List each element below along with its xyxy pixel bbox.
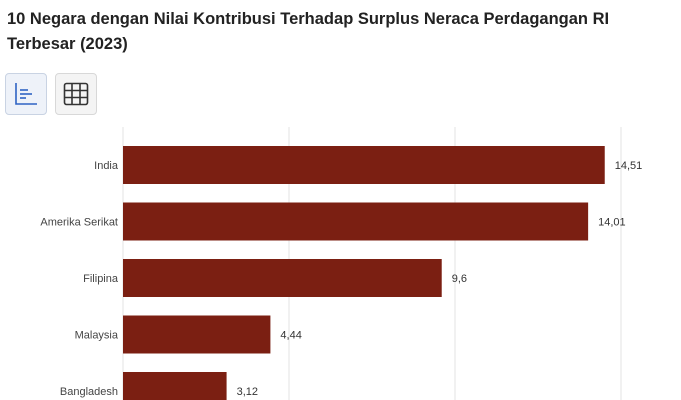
data-label: 14,01 bbox=[598, 217, 626, 229]
data-label: 14,51 bbox=[615, 160, 643, 172]
category-label: Amerika Serikat bbox=[40, 217, 118, 229]
chart-view-button[interactable] bbox=[5, 73, 47, 115]
bar[interactable] bbox=[123, 202, 589, 241]
chart-title: 10 Negara dengan Nilai Kontribusi Terhad… bbox=[7, 10, 610, 53]
value-labels: 14,51 14,01 9,6 4,44 3,12 bbox=[237, 160, 643, 398]
view-toolbar bbox=[5, 73, 97, 115]
bar-chart-icon bbox=[15, 83, 37, 105]
category-label: Bangladesh bbox=[60, 386, 118, 398]
data-label: 4,44 bbox=[280, 330, 301, 342]
bar[interactable] bbox=[123, 146, 605, 184]
bar[interactable] bbox=[123, 259, 442, 297]
category-labels: India Amerika Serikat Filipina Malaysia Bang… bbox=[40, 160, 119, 398]
bar[interactable] bbox=[123, 315, 271, 354]
category-label: Malaysia bbox=[75, 330, 119, 342]
category-label: Filipina bbox=[83, 273, 119, 285]
data-label: 9,6 bbox=[452, 273, 467, 285]
bar[interactable] bbox=[123, 372, 227, 400]
table-grid-icon bbox=[63, 82, 89, 106]
chart-bars bbox=[123, 146, 605, 400]
data-label: 3,12 bbox=[237, 386, 258, 398]
table-view-button[interactable] bbox=[55, 73, 97, 115]
category-label: India bbox=[94, 160, 119, 172]
